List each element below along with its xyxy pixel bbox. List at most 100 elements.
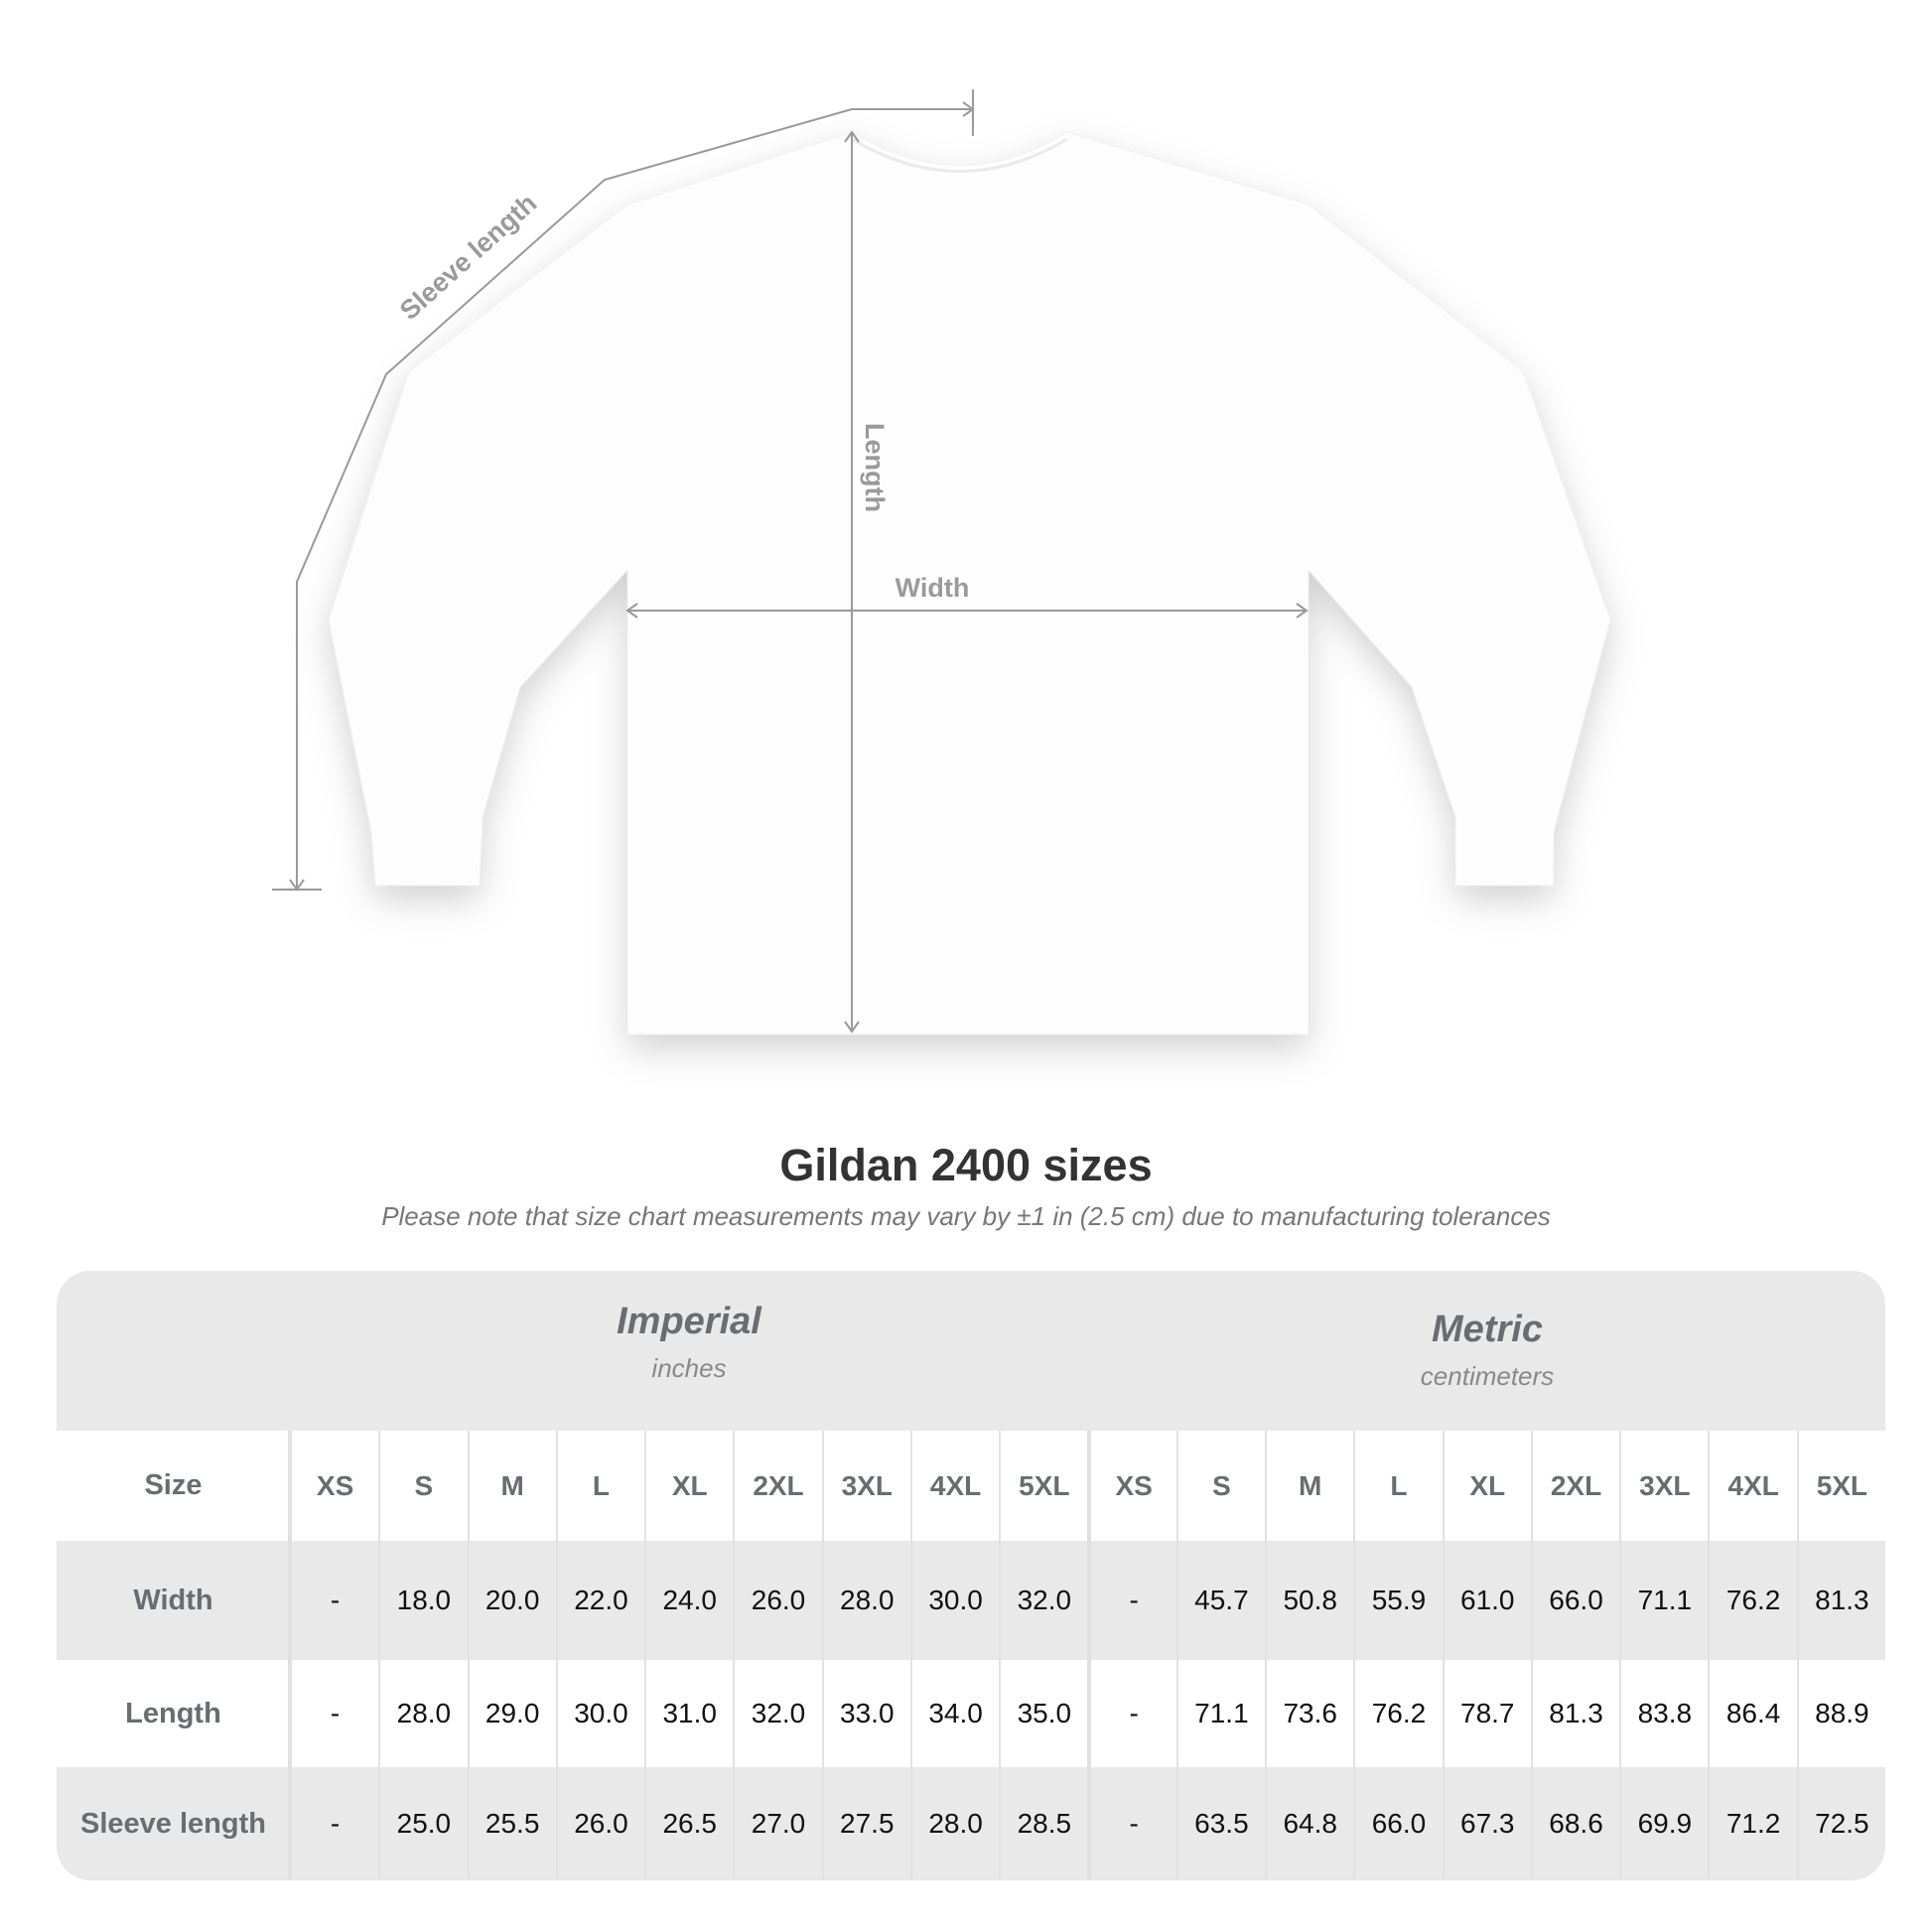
sleeve-arrow-icon bbox=[962, 101, 975, 117]
imperial-value-cell: 20.0 bbox=[467, 1541, 556, 1660]
imperial-value-cell: 26.0 bbox=[733, 1541, 821, 1660]
imperial-title: Imperial bbox=[617, 1301, 761, 1342]
metric-value-cell: 71.1 bbox=[1175, 1660, 1265, 1767]
size-header-cell: S bbox=[378, 1431, 467, 1541]
metric-value-cell: - bbox=[1087, 1541, 1175, 1660]
size-header-cell: 2XL bbox=[1530, 1431, 1619, 1541]
imperial-value-cell: 32.0 bbox=[999, 1541, 1087, 1660]
table-row: Width -18.0 20.0 22.0 24.0 26.0 28.0 30.0 32.0-4… bbox=[57, 1541, 1885, 1660]
long-sleeve-shirt bbox=[328, 131, 1611, 1035]
imperial-value-cell: 33.0 bbox=[821, 1660, 910, 1767]
size-header-cell: 3XL bbox=[821, 1431, 910, 1541]
metric-value-cell: 50.8 bbox=[1265, 1541, 1353, 1660]
imperial-value-cell: 31.0 bbox=[644, 1660, 733, 1767]
page-title: Gildan 2400 sizes bbox=[779, 1140, 1153, 1190]
imperial-value-cell: 27.5 bbox=[821, 1767, 910, 1880]
collar bbox=[851, 137, 1068, 173]
imperial-value-cell: 24.0 bbox=[644, 1541, 733, 1660]
metric-value-cell: 83.8 bbox=[1619, 1660, 1708, 1767]
imperial-value-cell: 29.0 bbox=[467, 1660, 556, 1767]
size-header-cell: 5XL bbox=[1796, 1431, 1885, 1541]
metric-value-cell: 88.9 bbox=[1796, 1660, 1885, 1767]
size-header-cell: 5XL bbox=[999, 1431, 1087, 1541]
metric-value-cell: 45.7 bbox=[1175, 1541, 1265, 1660]
imperial-value-cell: 18.0 bbox=[378, 1541, 467, 1660]
metric-value-cell: 64.8 bbox=[1265, 1767, 1353, 1880]
imperial-value-cell: 35.0 bbox=[999, 1660, 1087, 1767]
size-header-cell: L bbox=[555, 1431, 644, 1541]
table-row: Length -28.0 29.0 30.0 31.0 32.0 33.0 34.0 35.0-… bbox=[57, 1660, 1885, 1767]
column-divider bbox=[288, 1431, 292, 1880]
metric-value-cell: 73.6 bbox=[1265, 1660, 1353, 1767]
size-header-cell: XS bbox=[289, 1431, 378, 1541]
sleeve-measure-line bbox=[296, 108, 973, 890]
metric-value-cell: 63.5 bbox=[1175, 1767, 1265, 1880]
row-label: Sleeve length bbox=[79, 1807, 266, 1840]
size-header-cell: 4XL bbox=[1708, 1431, 1796, 1541]
metric-value-cell: 66.0 bbox=[1530, 1541, 1619, 1660]
width-arrow-left-icon bbox=[625, 603, 638, 619]
size-header-cell: XL bbox=[1442, 1431, 1531, 1541]
imperial-value-cell: 28.0 bbox=[821, 1541, 910, 1660]
imperial-value-cell: 26.5 bbox=[644, 1767, 733, 1880]
imperial-value-cell: 27.0 bbox=[733, 1767, 821, 1880]
imperial-header: Imperial inches bbox=[290, 1301, 1088, 1384]
shirt-diagram: Sleeve length Length Width bbox=[272, 89, 1611, 1035]
row-label: Width bbox=[133, 1584, 213, 1616]
metric-header: Metric centimeters bbox=[1088, 1309, 1885, 1392]
imperial-value-cell: 26.0 bbox=[555, 1767, 644, 1880]
metric-value-cell: 81.3 bbox=[1796, 1541, 1885, 1660]
metric-value-cell: 71.2 bbox=[1708, 1767, 1796, 1880]
measure-lines bbox=[272, 89, 1309, 1034]
imperial-value-cell: 28.0 bbox=[378, 1660, 467, 1767]
size-header-cell: 2XL bbox=[733, 1431, 821, 1541]
width-label: Width bbox=[896, 573, 970, 603]
metric-value-cell: - bbox=[1087, 1660, 1175, 1767]
imperial-value-cell: 32.0 bbox=[733, 1660, 821, 1767]
metric-value-cell: 86.4 bbox=[1708, 1660, 1796, 1767]
metric-value-cell: 81.3 bbox=[1530, 1660, 1619, 1767]
metric-value-cell: 78.7 bbox=[1442, 1660, 1531, 1767]
imperial-value-cell: - bbox=[289, 1660, 378, 1767]
size-header-cell: XL bbox=[644, 1431, 733, 1541]
metric-value-cell: 71.1 bbox=[1619, 1541, 1708, 1660]
row-label: Length bbox=[125, 1697, 221, 1729]
metric-value-cell: 66.0 bbox=[1353, 1767, 1442, 1880]
size-header-row: Size XS S M L XL 2XL 3XL 4XL 5XL XS S M L XL 2XL 3XL 4XL 5… bbox=[57, 1431, 1885, 1541]
length-arrow-up-icon bbox=[844, 130, 860, 143]
metric-value-cell: - bbox=[1087, 1767, 1175, 1880]
imperial-value-cell: 28.5 bbox=[999, 1767, 1087, 1880]
metric-value-cell: 68.6 bbox=[1530, 1767, 1619, 1880]
table-row: Sleeve length -25.0 25.5 26.0 26.5 27.0 27.5 28… bbox=[57, 1767, 1885, 1880]
unit-header-band: Imperial inches Metric centimeters bbox=[57, 1271, 1885, 1431]
imperial-value-cell: - bbox=[289, 1767, 378, 1880]
imperial-value-cell: 30.0 bbox=[909, 1541, 999, 1660]
metric-value-cell: 55.9 bbox=[1353, 1541, 1442, 1660]
metric-value-cell: 67.3 bbox=[1442, 1767, 1531, 1880]
metric-unit: centimeters bbox=[1420, 1361, 1555, 1391]
metric-value-cell: 61.0 bbox=[1442, 1541, 1531, 1660]
imperial-unit: inches bbox=[651, 1353, 727, 1383]
sleeve-arrow-down-icon bbox=[289, 879, 305, 892]
imperial-value-cell: 34.0 bbox=[909, 1660, 999, 1767]
imperial-value-cell: 30.0 bbox=[555, 1660, 644, 1767]
size-header-cell: 4XL bbox=[909, 1431, 999, 1541]
size-header-cell: 3XL bbox=[1619, 1431, 1708, 1541]
metric-value-cell: 76.2 bbox=[1353, 1660, 1442, 1767]
metric-value-cell: 69.9 bbox=[1619, 1767, 1708, 1880]
page-subtitle: Please note that size chart measurements… bbox=[381, 1201, 1551, 1231]
size-header-cell: XS bbox=[1087, 1431, 1175, 1541]
width-arrow-right-icon bbox=[1296, 603, 1309, 619]
length-arrow-down-icon bbox=[844, 1021, 860, 1034]
metric-title: Metric bbox=[1432, 1309, 1543, 1350]
imperial-value-cell: 22.0 bbox=[555, 1541, 644, 1660]
imperial-value-cell: 28.0 bbox=[909, 1767, 999, 1880]
size-header-cell: S bbox=[1175, 1431, 1265, 1541]
metric-value-cell: 76.2 bbox=[1708, 1541, 1796, 1660]
metric-value-cell: 72.5 bbox=[1796, 1767, 1885, 1880]
size-header-cell: M bbox=[467, 1431, 556, 1541]
size-header-cell: M bbox=[1265, 1431, 1353, 1541]
row-label: Size bbox=[144, 1469, 203, 1501]
size-table: Imperial inches Metric centimeters Size X… bbox=[57, 1271, 1885, 1880]
imperial-value-cell: - bbox=[289, 1541, 378, 1660]
